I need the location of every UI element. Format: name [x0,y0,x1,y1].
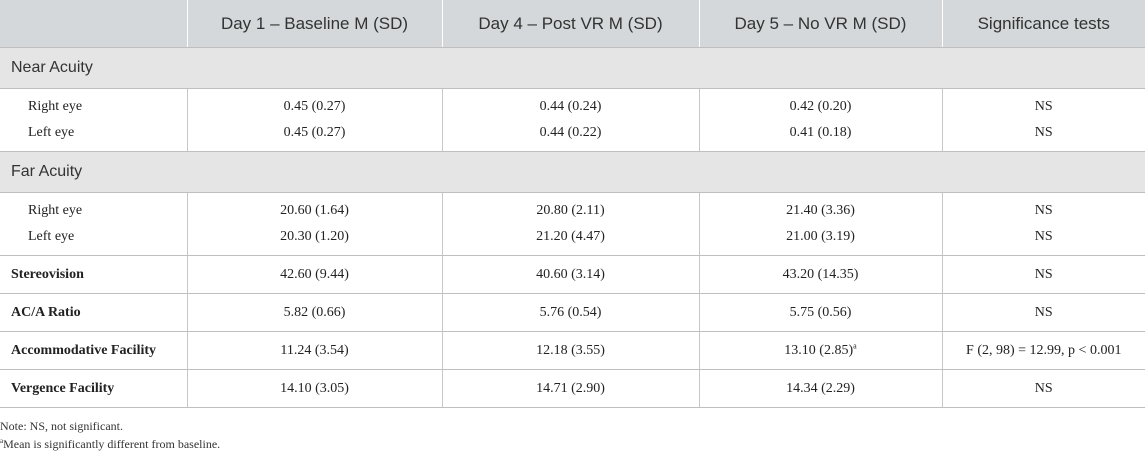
header-empty [0,0,187,48]
table-row: Left eye 0.45 (0.27) 0.44 (0.22) 0.41 (0… [0,120,1145,152]
row-label: Vergence Facility [0,369,187,408]
row-label: Right eye [28,203,83,218]
cell-significance: NS [941,88,1145,120]
section-title: Near Acuity [0,47,1145,89]
cell-day1: 42.60 (9.44) [186,255,442,294]
cell-day5: 5.75 (0.56) [698,293,942,332]
cell-day4: 20.80 (2.11) [441,192,699,224]
row-label: Left eye [0,120,187,152]
section-title: Far Acuity [0,151,1145,193]
row-label: Accommodative Facility [0,331,187,370]
footnote-marker: a [0,437,4,445]
cell-day4: 40.60 (3.14) [441,255,699,294]
cell-day5: 43.20 (14.35) [698,255,942,294]
footnote-text: Mean is significantly different from bas… [3,437,221,451]
cell-day4: 14.71 (2.90) [441,369,699,408]
cell-day4: 21.20 (4.47) [441,224,699,256]
row-label: Left eye [0,224,187,256]
table-row-accommodative-facility: Accommodative Facility 11.24 (3.54) 12.1… [0,331,1145,370]
cell-significance: NS [941,192,1145,224]
cell-day1: 14.10 (3.05) [186,369,442,408]
footnote-marker: a [853,340,857,350]
cell-day5: 13.10 (2.85)a [698,331,942,370]
section-near-acuity: Near Acuity [0,47,1145,89]
cell-day1: 20.30 (1.20) [186,224,442,256]
cell-day5-value: 13.10 (2.85) [784,342,854,358]
cell-significance: NS [941,369,1145,408]
cell-day1: 11.24 (3.54) [186,331,442,370]
cell-day5: 14.34 (2.29) [698,369,942,408]
table-row-stereovision: Stereovision 42.60 (9.44) 40.60 (3.14) 4… [0,255,1145,294]
header-day1: Day 1 – Baseline M (SD) [186,0,442,48]
header-day5: Day 5 – No VR M (SD) [698,0,942,48]
cell-significance: NS [941,120,1145,152]
cell-day5: 21.40 (3.36) [698,192,942,224]
table-notes: Note: NS, not significant. aMean is sign… [0,417,1145,453]
cell-day1: 0.45 (0.27) [186,120,442,152]
footnote: aMean is significantly different from ba… [0,435,1145,453]
header-day4: Day 4 – Post VR M (SD) [441,0,699,48]
table-row: Right eye 20.60 (1.64) 20.80 (2.11) 21.4… [0,192,1145,224]
cell-significance: F (2, 98) = 12.99, p < 0.001 [941,331,1145,370]
cell-significance: NS [941,293,1145,332]
header-significance: Significance tests [941,0,1145,48]
cell-day4: 12.18 (3.55) [441,331,699,370]
header-row: Day 1 – Baseline M (SD) Day 4 – Post VR … [0,0,1145,48]
table-row-aca-ratio: AC/A Ratio 5.82 (0.66) 5.76 (0.54) 5.75 … [0,293,1145,332]
cell-day1: 0.45 (0.27) [186,88,442,120]
row-label: AC/A Ratio [0,293,187,332]
cell-day5: 0.41 (0.18) [698,120,942,152]
table-row: Left eye 20.30 (1.20) 21.20 (4.47) 21.00… [0,224,1145,256]
cell-day4: 0.44 (0.24) [441,88,699,120]
section-far-acuity: Far Acuity [0,151,1145,193]
cell-day4: 5.76 (0.54) [441,293,699,332]
cell-day4: 0.44 (0.22) [441,120,699,152]
row-label: Stereovision [0,255,187,294]
cell-day1: 5.82 (0.66) [186,293,442,332]
note-ns: Note: NS, not significant. [0,419,123,433]
cell-day1: 20.60 (1.64) [186,192,442,224]
table-row: Right eye 0.45 (0.27) 0.44 (0.24) 0.42 (… [0,88,1145,120]
row-label: Right eye [28,99,83,114]
cell-significance: NS [941,255,1145,294]
cell-significance: NS [941,224,1145,256]
table-row-vergence-facility: Vergence Facility 14.10 (3.05) 14.71 (2.… [0,369,1145,408]
results-table: Day 1 – Baseline M (SD) Day 4 – Post VR … [0,0,1145,408]
cell-day5: 0.42 (0.20) [698,88,942,120]
cell-day5: 21.00 (3.19) [698,224,942,256]
